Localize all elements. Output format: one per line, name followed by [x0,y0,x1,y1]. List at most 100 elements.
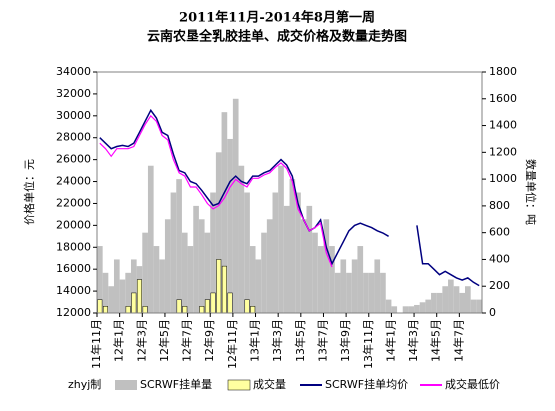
y-tick-label: 16000 [56,262,91,275]
bar [102,272,109,313]
x-tick-label: 14年1月 [383,319,397,362]
bar [250,306,256,314]
bar [312,232,318,313]
bar [453,286,460,313]
bar [334,272,341,313]
bar [210,292,216,314]
bar [164,219,171,313]
bar [470,299,477,313]
bar [323,219,330,313]
bar [329,246,335,313]
bar [181,232,188,313]
bar [385,299,392,313]
bar [170,192,177,313]
legend-swatch [227,379,251,391]
bar [368,272,375,313]
y2-tick-label: 0 [489,306,496,319]
bar [402,306,409,313]
bar [476,299,482,313]
bar [391,306,398,313]
bar [130,259,137,313]
bar [221,112,228,314]
bar [414,304,420,313]
bar [176,179,182,313]
x-tick-label: 12年7月 [180,319,194,362]
y2-tick-label: 1400 [489,119,517,132]
bar [153,246,160,313]
legend-label: 成交量 [253,377,286,391]
x-tick-label: 14年3月 [406,319,420,362]
bar [204,299,210,314]
x-tick-label: 14年5月 [429,319,443,362]
y-tick-label: 18000 [56,240,91,253]
bar [97,299,103,314]
bar [147,165,154,313]
bar [238,165,245,313]
bar [216,259,222,314]
bar [261,232,267,313]
y-tick-label: 26000 [56,153,91,166]
bar [255,259,262,313]
bar [300,219,307,313]
bar [125,272,131,313]
bar [108,286,114,313]
y-tick-label: 22000 [56,196,91,209]
bar [215,152,222,313]
bar [182,306,188,314]
bar [125,306,131,314]
y2-axis-label: 数量单位：吨 [524,159,538,225]
y-tick-label: 34000 [56,65,91,78]
bar [408,306,415,313]
line [99,114,333,268]
bar [425,299,432,313]
bar [102,306,109,314]
bar [187,246,194,313]
bar [113,259,120,313]
x-tick-label: 12年11月 [225,319,239,369]
legend-label: 成交最低价 [445,377,500,391]
x-tick-label: 12年5月 [157,319,171,362]
line [99,108,480,287]
x-tick-label: 12年1月 [112,319,126,362]
y2-tick-label: 400 [489,252,510,265]
bar [266,219,273,313]
bar [459,292,466,313]
bar [244,192,250,313]
bar [204,232,211,313]
x-tick-label: 12年3月 [134,319,148,362]
y2-tick-label: 1000 [489,172,517,185]
legend-label: SCRWF挂单均价 [325,377,408,391]
bar [419,302,426,313]
y2-tick-label: 1600 [489,92,517,105]
bar [363,272,369,313]
bar [136,279,142,314]
bar [374,259,381,313]
bar [380,272,386,313]
bar [193,205,199,313]
bar [442,286,449,313]
plot-frame [96,71,483,314]
y-axis-label: 价格单位：元 [22,159,36,225]
x-tick-label: 13年11月 [361,319,375,369]
bar [221,265,227,314]
y-tick-label: 12000 [56,306,91,319]
legend-swatch [115,380,137,390]
bar [119,279,126,313]
bar [199,306,205,314]
y2-tick-label: 1200 [489,145,517,158]
x-tick-label: 13年3月 [270,319,284,362]
bar [198,219,205,313]
bar [340,259,347,313]
y-tick-label: 20000 [56,218,91,231]
x-tick-label: 13年5月 [293,319,307,362]
legend-label: SCRWF挂单量 [140,377,212,391]
x-tick-label: 14年7月 [451,319,465,362]
y-tick-label: 30000 [56,109,91,122]
bar [283,205,290,313]
chart-subtitle: 云南农垦全乳胶挂单、成交价格及数量走势图 [147,29,407,45]
bar [448,279,454,313]
bar [131,292,137,314]
y2-tick-label: 200 [489,279,510,292]
y-tick-label: 28000 [56,131,91,144]
